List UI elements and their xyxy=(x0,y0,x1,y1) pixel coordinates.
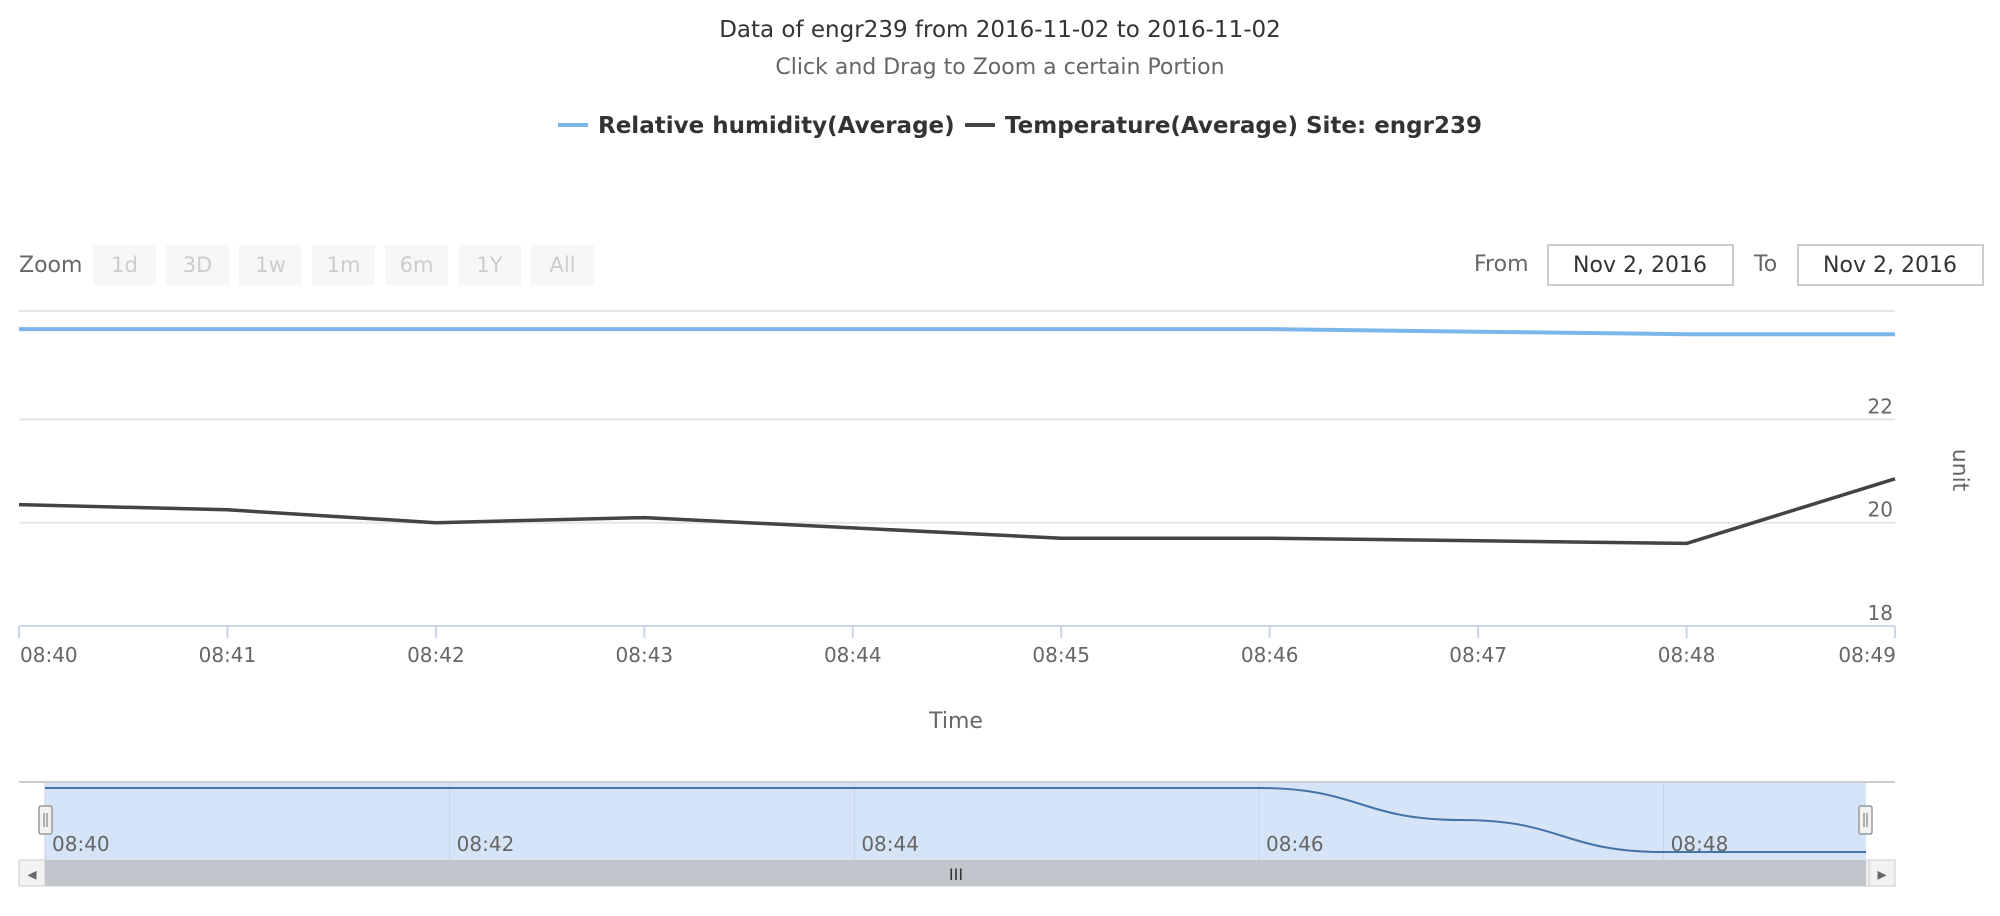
scrollbar-thumb[interactable] xyxy=(45,860,1866,886)
legend-label-humidity: Relative humidity(Average) xyxy=(598,113,955,139)
legend-item-humidity[interactable]: Relative humidity(Average) xyxy=(558,113,955,139)
y-tick-label: 20 xyxy=(1868,498,1893,522)
to-date-input[interactable] xyxy=(1797,244,1984,286)
x-tick-label: 08:40 xyxy=(20,643,78,667)
scrollbar[interactable]: III ◂ ▸ xyxy=(18,859,1896,887)
scroll-left-button[interactable] xyxy=(18,859,46,887)
to-label: To xyxy=(1753,252,1777,277)
series-group xyxy=(18,327,1896,546)
range-selector: Zoom 1d 3D 1w 1m 6m 1Y All From Nov 2, 2016 To… xyxy=(19,244,1984,286)
x-tick-label: 08:44 xyxy=(824,643,882,667)
zoom-button-3d[interactable]: 3D xyxy=(166,245,229,285)
zoom-button-1d[interactable]: 1d xyxy=(93,245,156,285)
zoom-button-all[interactable]: All xyxy=(531,245,594,285)
navigator-tick-label: 08:40 xyxy=(52,832,110,856)
from-date-value: Nov 2, 2016 xyxy=(1573,253,1707,278)
x-axis-title: Time xyxy=(928,709,983,734)
zoom-button-6m[interactable]: 6m xyxy=(385,245,448,285)
series-line-humidity[interactable] xyxy=(19,327,1895,337)
navigator-handle-right[interactable] xyxy=(1858,805,1873,835)
x-tick-label: 08:43 xyxy=(616,643,674,667)
navigator-series-line xyxy=(45,786,1866,854)
legend-label-temperature: Temperature(Average) Site: engr239 xyxy=(1005,113,1482,139)
navigator-handle-left[interactable] xyxy=(38,805,53,835)
x-axis: 08:40 08:41 08:42 08:43 08:44 08:45 08:46 08:47… xyxy=(18,625,1896,667)
zoom-label: Zoom xyxy=(19,253,82,278)
y-tick-label: 22 xyxy=(1868,394,1893,418)
gridlines xyxy=(19,310,1895,524)
zoom-button-bg xyxy=(312,245,375,285)
scroll-right-button[interactable] xyxy=(1868,859,1896,887)
legend-item-temperature[interactable]: Temperature(Average) Site: engr239 xyxy=(965,113,1482,139)
x-tick-label: 08:46 xyxy=(1241,643,1299,667)
series-line-temperature[interactable] xyxy=(18,477,1896,546)
zoom-button-label: 6m xyxy=(400,253,434,277)
zoom-button-bg xyxy=(385,245,448,285)
from-date-input[interactable] xyxy=(1547,244,1734,286)
x-tick-label: 08:45 xyxy=(1032,643,1090,667)
x-tick-label: 08:47 xyxy=(1449,643,1507,667)
zoom-button-label: 1d xyxy=(111,253,138,277)
chart-title: Data of engr239 from 2016-11-02 to 2016-… xyxy=(719,17,1281,43)
navigator[interactable]: 08:40 08:42 08:44 08:46 08:48 xyxy=(19,781,1895,860)
to-date-value: Nov 2, 2016 xyxy=(1823,253,1957,278)
scroll-right-arrow-icon: ▸ xyxy=(1877,864,1886,885)
navigator-ticks: 08:40 08:42 08:44 08:46 08:48 xyxy=(52,832,1728,856)
zoom-button-1w[interactable]: 1w xyxy=(239,245,302,285)
zoom-button-label: 1m xyxy=(327,253,361,277)
scroll-left-arrow-icon: ◂ xyxy=(27,864,36,885)
navigator-mask xyxy=(45,782,1866,859)
zoom-button-bg xyxy=(239,245,302,285)
navigator-tick-label: 08:46 xyxy=(1266,832,1324,856)
zoom-button-bg xyxy=(458,245,521,285)
x-tick-label: 08:41 xyxy=(199,643,257,667)
zoom-button-label: 3D xyxy=(183,253,213,277)
scrollbar-grip: III xyxy=(949,865,963,884)
y-axis-title: unit xyxy=(1947,449,1972,492)
navigator-tick-label: 08:42 xyxy=(457,832,515,856)
from-label: From xyxy=(1474,252,1529,277)
zoom-button-1y[interactable]: 1Y xyxy=(458,245,521,285)
navigator-tick-label: 08:44 xyxy=(861,832,919,856)
y-axis-ticks: 18 20 22 xyxy=(1868,394,1893,625)
chart-subtitle: Click and Drag to Zoom a certain Portion xyxy=(775,55,1224,80)
x-tick-label: 08:49 xyxy=(1838,643,1896,667)
zoom-button-bg xyxy=(531,245,594,285)
legend: Relative humidity(Average) Temperature(A… xyxy=(558,113,1482,139)
y-tick-label: 18 xyxy=(1868,601,1893,625)
zoom-buttons: 1d 3D 1w 1m 6m 1Y All xyxy=(93,245,594,285)
zoom-button-1m[interactable]: 1m xyxy=(312,245,375,285)
x-tick-label: 08:42 xyxy=(407,643,465,667)
zoom-button-label: 1Y xyxy=(476,253,502,277)
zoom-button-bg xyxy=(93,245,156,285)
zoom-button-label: 1w xyxy=(255,253,286,277)
x-tick-label: 08:48 xyxy=(1658,643,1716,667)
zoom-button-label: All xyxy=(549,253,575,277)
zoom-button-bg xyxy=(166,245,229,285)
